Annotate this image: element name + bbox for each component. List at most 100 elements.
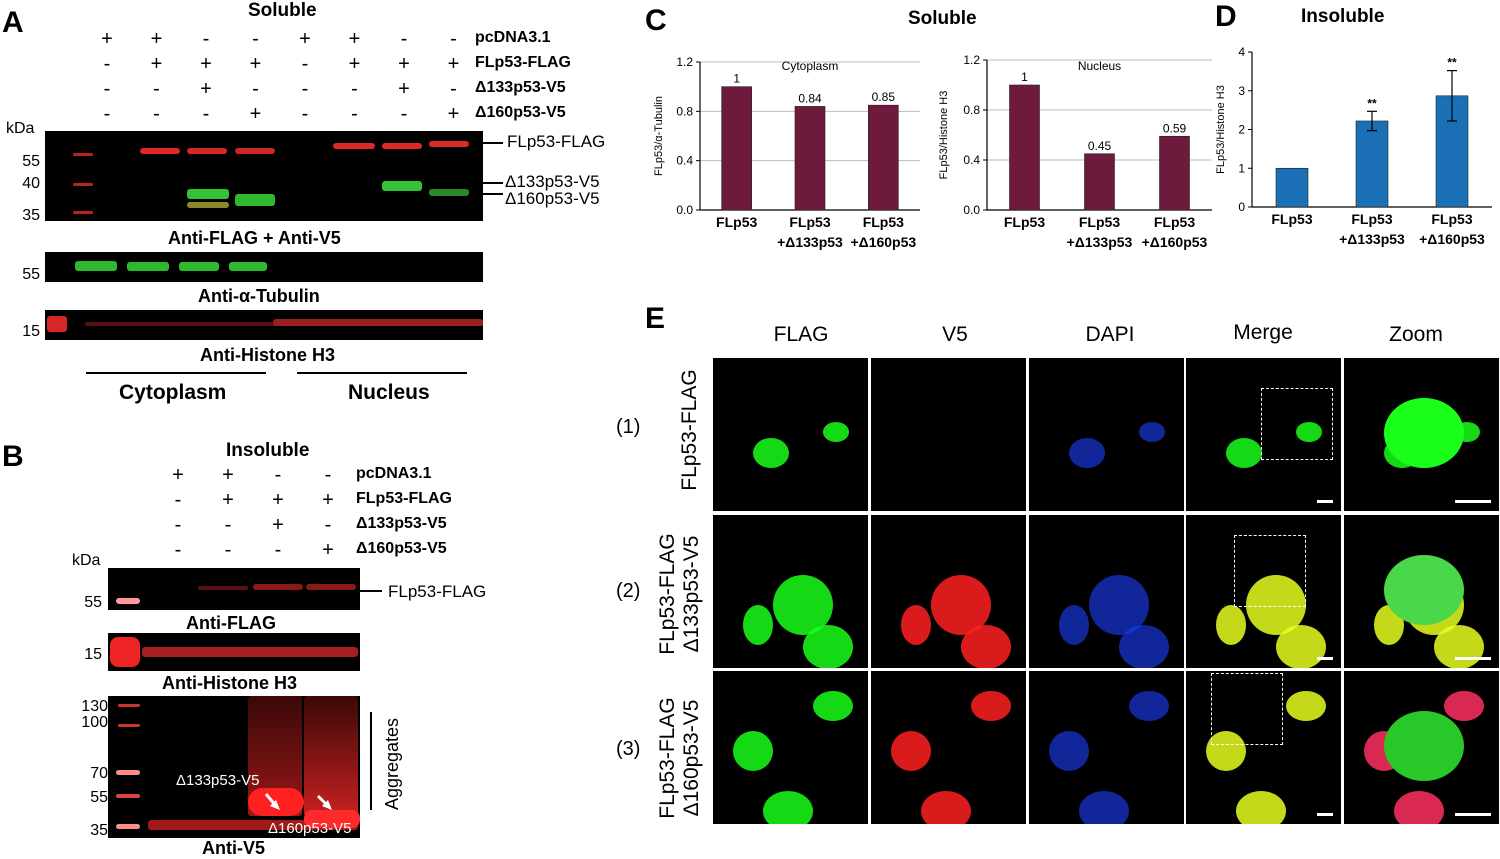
band-flp53 bbox=[187, 148, 227, 154]
band-d160 bbox=[304, 810, 360, 828]
b-sign: + bbox=[272, 514, 284, 536]
x-tick-label: FLp53 bbox=[1351, 211, 1392, 227]
fraction-label: Cytoplasm bbox=[119, 381, 227, 404]
data-label: 1 bbox=[733, 72, 740, 86]
b-sign: - bbox=[324, 464, 332, 486]
cell-nucleus bbox=[921, 791, 971, 824]
y-tick-label: 0.4 bbox=[963, 153, 980, 167]
b-sign: - bbox=[274, 464, 282, 486]
bar bbox=[1355, 120, 1389, 208]
b-sign: - bbox=[274, 539, 282, 561]
data-label: 0.59 bbox=[1163, 121, 1187, 135]
b-sign: + bbox=[172, 464, 184, 486]
blot-caption: Anti-Histone H3 bbox=[200, 345, 335, 365]
chart-title: Cytoplasm bbox=[782, 59, 839, 73]
inner-label-d133: Δ133p53-V5 bbox=[176, 772, 260, 789]
cell-nucleus bbox=[1444, 691, 1484, 721]
bar bbox=[721, 86, 752, 211]
band-d133 bbox=[382, 181, 422, 191]
cell-nucleus bbox=[1049, 731, 1089, 771]
micrograph-r1-c5 bbox=[1344, 358, 1499, 511]
cell-nucleus bbox=[803, 625, 853, 668]
y-tick-label: 2 bbox=[1238, 123, 1245, 137]
panel-a-kda-label: kDa bbox=[6, 120, 35, 137]
b-sign: - bbox=[324, 514, 332, 536]
panel-a-blot-tubulin bbox=[45, 252, 483, 282]
band-label-flp53: FLp53-FLAG bbox=[388, 582, 487, 601]
a-sign: + bbox=[447, 53, 460, 75]
micrograph-r1-c2 bbox=[871, 358, 1026, 511]
a-sign: - bbox=[202, 103, 210, 125]
y-axis-label: FLp53/Histone H3 bbox=[938, 91, 950, 180]
micrograph-r1-c4 bbox=[1186, 358, 1341, 511]
row-index-1: (1) bbox=[616, 416, 641, 438]
scale-bar bbox=[1455, 500, 1491, 503]
a-condition-label: Δ133p53-V5 bbox=[475, 79, 566, 96]
y-axis-label: FLp53/α-Tubulin bbox=[653, 96, 665, 176]
band-histone bbox=[142, 647, 358, 657]
b-sign: - bbox=[224, 539, 232, 561]
mw-marker: 35 bbox=[22, 207, 40, 224]
a-sign: - bbox=[202, 28, 210, 50]
column-header-dapi: DAPI bbox=[1085, 323, 1135, 346]
x-tick-label: FLp53 bbox=[1154, 214, 1195, 230]
mw-marker: 55 bbox=[22, 266, 40, 283]
bar bbox=[1009, 84, 1040, 211]
micrograph-r1-c3 bbox=[1029, 358, 1184, 511]
mw-marker: 55 bbox=[90, 789, 108, 806]
panel-b-letter: B bbox=[2, 440, 24, 473]
panel-d-letter: D bbox=[1215, 0, 1237, 33]
blot-caption: Anti-FLAG + Anti-V5 bbox=[168, 228, 341, 248]
a-sign: - bbox=[301, 53, 309, 75]
band-flp53 bbox=[382, 143, 422, 149]
fraction-label: Nucleus bbox=[348, 381, 430, 404]
band-pointer bbox=[483, 193, 503, 195]
a-sign: - bbox=[252, 28, 259, 50]
fraction-bar bbox=[86, 372, 266, 374]
ladder-band bbox=[116, 598, 140, 604]
band-smear-d160 bbox=[304, 696, 358, 816]
y-tick-label: 0.8 bbox=[676, 104, 693, 118]
a-sign: + bbox=[150, 53, 163, 75]
a-sign: + bbox=[348, 53, 361, 75]
b-sign: - bbox=[174, 489, 182, 511]
mw-marker: 35 bbox=[90, 822, 108, 839]
panel-a-blot-flag-v5 bbox=[45, 131, 483, 221]
zoom-region-box bbox=[1211, 673, 1283, 745]
panel-b-blot-flag bbox=[108, 568, 360, 610]
micrograph-r2-c4 bbox=[1186, 515, 1341, 668]
cell-nucleus bbox=[891, 731, 931, 771]
band-d133 bbox=[187, 189, 229, 199]
micrograph-r2-c5 bbox=[1344, 515, 1499, 668]
y-tick-label: 1 bbox=[1238, 161, 1245, 175]
a-sign: - bbox=[103, 103, 111, 125]
cell-nucleus bbox=[1069, 438, 1105, 468]
band-flp53 bbox=[140, 148, 180, 154]
cell-nucleus bbox=[733, 731, 773, 771]
b-sign: + bbox=[322, 539, 334, 561]
data-label: 0.45 bbox=[1088, 139, 1112, 153]
ladder-band bbox=[116, 824, 140, 829]
blot-caption: Anti-Histone H3 bbox=[162, 673, 297, 693]
band-d160 bbox=[429, 189, 469, 196]
cell-nucleus bbox=[1079, 791, 1129, 824]
data-label: 0.85 bbox=[872, 90, 896, 104]
band-d160 bbox=[187, 202, 229, 208]
a-condition-label: pcDNA3.1 bbox=[475, 29, 551, 46]
band-label-d133: Δ133p53-V5 bbox=[505, 172, 600, 191]
cell-nucleus bbox=[1276, 625, 1326, 668]
row-label-1: FLp53-FLAG bbox=[678, 369, 701, 491]
y-tick-label: 0.4 bbox=[676, 154, 693, 168]
x-tick-label: +Δ160p53 bbox=[850, 234, 916, 250]
scale-bar bbox=[1455, 813, 1491, 816]
blot-caption: Anti-FLAG bbox=[186, 613, 276, 633]
b-sign: + bbox=[222, 489, 234, 511]
aggregates-bracket bbox=[370, 712, 372, 810]
y-tick-label: 0.0 bbox=[963, 203, 980, 217]
ladder-band bbox=[73, 153, 93, 156]
zoom-region-box bbox=[1234, 535, 1306, 607]
zoomed-nucleus bbox=[1384, 711, 1464, 781]
a-sign: + bbox=[101, 28, 113, 50]
y-tick-label: 0.0 bbox=[676, 203, 693, 217]
b-sign: - bbox=[224, 514, 232, 536]
